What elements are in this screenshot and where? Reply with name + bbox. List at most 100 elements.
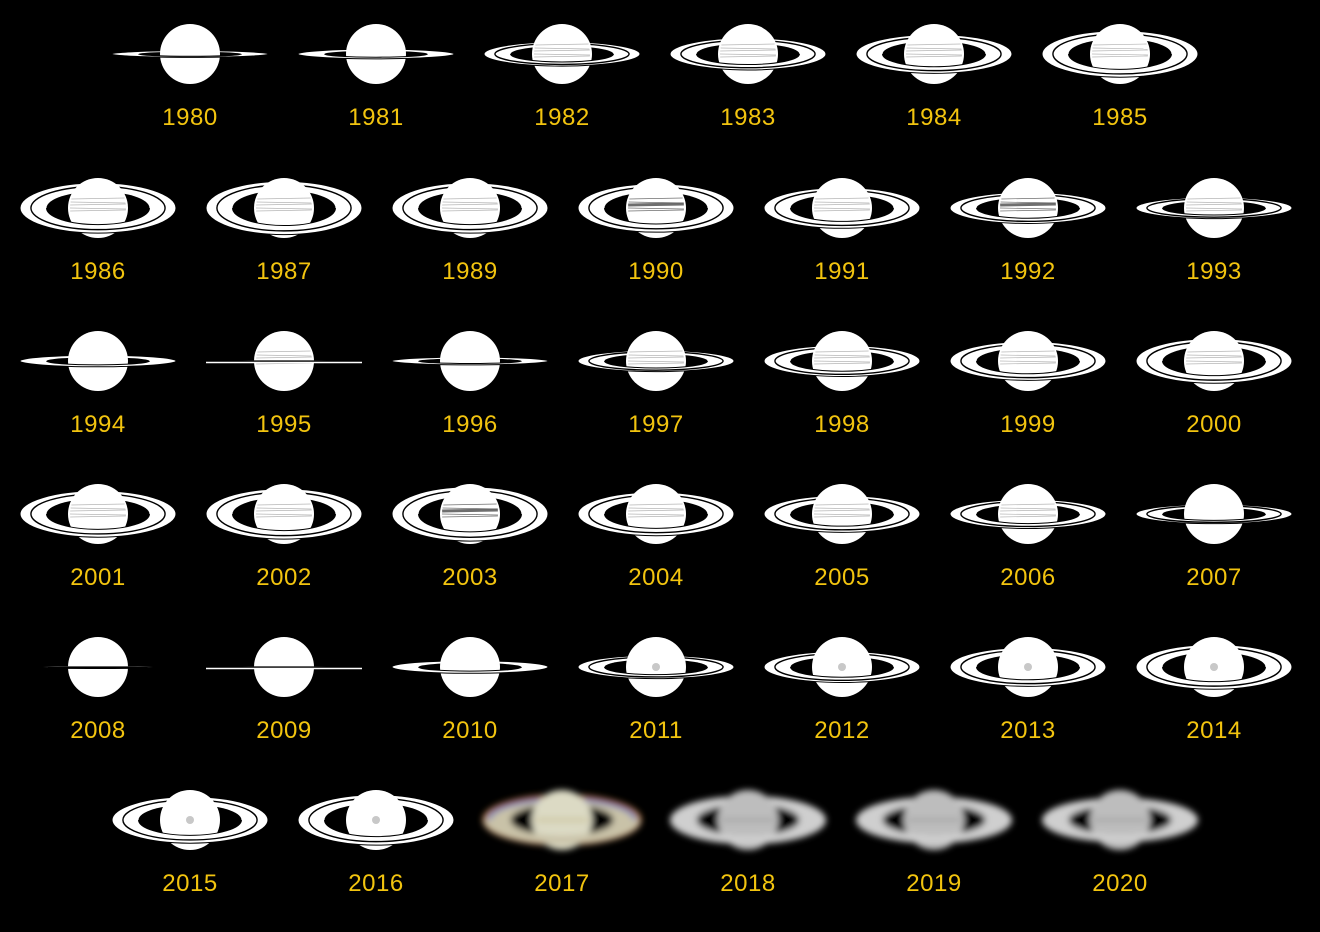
year-label: 1983 — [720, 104, 776, 131]
saturn-drawing — [577, 637, 735, 697]
saturn-cell-2017: 2017 — [472, 782, 652, 932]
saturn-cell-2000: 2000 — [1124, 323, 1304, 473]
year-label: 1992 — [1000, 258, 1056, 285]
saturn-cell-2014: 2014 — [1124, 629, 1304, 779]
saturn-drawing — [949, 331, 1107, 391]
planet — [718, 24, 778, 84]
ring-front — [19, 667, 177, 669]
saturn-cell-1987: 1987 — [194, 170, 374, 320]
ring-front — [1135, 667, 1293, 690]
year-label: 2007 — [1186, 564, 1242, 591]
year-label: 1981 — [348, 104, 404, 131]
saturn-drawing — [205, 178, 363, 238]
year-label: 2005 — [814, 564, 870, 591]
year-label: 1980 — [162, 104, 218, 131]
ring-front — [577, 667, 735, 680]
year-label: 2000 — [1186, 411, 1242, 438]
saturn-cell-2007: 2007 — [1124, 476, 1304, 626]
saturn-drawing — [205, 484, 363, 544]
ring-front — [855, 54, 1013, 74]
ring-front — [669, 54, 827, 71]
ring-front — [670, 820, 826, 845]
planet — [68, 178, 128, 238]
saturn-drawing — [949, 178, 1107, 238]
saturn-drawing — [19, 178, 177, 238]
planet — [532, 24, 592, 84]
saturn-drawing — [1041, 24, 1199, 84]
year-label: 1998 — [814, 411, 870, 438]
planet — [998, 178, 1058, 238]
saturn-drawing — [391, 331, 549, 391]
saturn-cell-2004: 2004 — [566, 476, 746, 626]
year-label: 2009 — [256, 717, 312, 744]
ring-front — [205, 514, 363, 540]
saturn-cell-2009: 2009 — [194, 629, 374, 779]
planet — [998, 331, 1058, 391]
year-label: 1995 — [256, 411, 312, 438]
planet — [440, 178, 500, 238]
ring-front — [763, 208, 921, 229]
saturn-drawing — [763, 178, 921, 238]
ring-front — [577, 514, 735, 537]
ring-front — [577, 208, 735, 233]
saturn-cell-2016: 2016 — [286, 782, 466, 932]
planet — [812, 484, 872, 544]
planet — [1184, 178, 1244, 238]
saturn-cell-2010: 2010 — [380, 629, 560, 779]
saturn-drawing — [111, 790, 269, 850]
year-label: 1996 — [442, 411, 498, 438]
saturn-drawing — [1135, 484, 1293, 544]
saturn-cell-2001: 2001 — [8, 476, 188, 626]
saturn-drawing — [669, 24, 827, 84]
saturn-cell-1998: 1998 — [752, 323, 932, 473]
saturn-cell-1999: 1999 — [938, 323, 1118, 473]
ring-front — [1041, 54, 1199, 78]
year-label: 2002 — [256, 564, 312, 591]
saturn-drawing — [482, 790, 642, 850]
saturn-cell-1997: 1997 — [566, 323, 746, 473]
saturn-cell-2002: 2002 — [194, 476, 374, 626]
planet — [812, 331, 872, 391]
ring-front — [297, 820, 455, 846]
saturn-cell-2015: 2015 — [100, 782, 280, 932]
year-label: 2006 — [1000, 564, 1056, 591]
ring-front — [19, 514, 177, 538]
saturn-cell-2006: 2006 — [938, 476, 1118, 626]
saturn-drawing — [763, 484, 921, 544]
ring-front — [1135, 361, 1293, 384]
saturn-drawing — [111, 24, 269, 84]
saturn-drawing — [949, 637, 1107, 697]
planet — [68, 331, 128, 391]
saturn-cell-2018: 2018 — [658, 782, 838, 932]
year-label: 2020 — [1092, 870, 1148, 897]
ring-front — [949, 514, 1107, 530]
year-label: 2001 — [70, 564, 126, 591]
ring-front — [1135, 514, 1293, 525]
planet — [440, 331, 500, 391]
planet — [254, 484, 314, 544]
ring-front — [763, 361, 921, 377]
saturn-drawing — [1042, 790, 1198, 850]
saturn-cell-2020: 2020 — [1030, 782, 1210, 932]
saturn-drawing — [1135, 331, 1293, 391]
year-label: 1989 — [442, 258, 498, 285]
ring-front — [763, 514, 921, 533]
saturn-cell-1989: 1989 — [380, 170, 560, 320]
planet — [904, 24, 964, 84]
saturn-cell-1995: 1995 — [194, 323, 374, 473]
planet — [160, 24, 220, 84]
saturn-drawing — [19, 484, 177, 544]
saturn-drawing — [1135, 637, 1293, 697]
planet — [626, 331, 686, 391]
year-label: 1999 — [1000, 411, 1056, 438]
saturn-cell-2008: 2008 — [8, 629, 188, 779]
saturn-cell-1994: 1994 — [8, 323, 188, 473]
saturn-cell-1981: 1981 — [286, 16, 466, 166]
saturn-cell-2019: 2019 — [844, 782, 1024, 932]
year-label: 2004 — [628, 564, 684, 591]
year-label: 2010 — [442, 717, 498, 744]
year-label: 2019 — [906, 870, 962, 897]
saturn-drawing — [205, 331, 363, 391]
ring-front — [19, 208, 177, 234]
